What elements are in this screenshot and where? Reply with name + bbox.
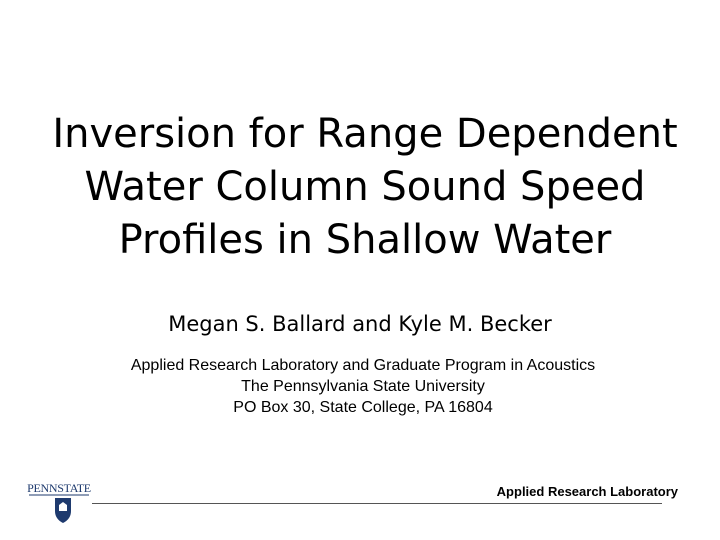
title-line: Water Column Sound Speed [84,164,646,210]
affiliation-line: PO Box 30, State College, PA 16804 [233,399,493,416]
footer-rule [92,503,662,504]
logo: PENNSTATE [25,481,93,525]
affiliation: Applied Research Laboratory and Graduate… [0,355,720,418]
logo-shield [29,494,89,523]
footer-text: Applied Research Laboratory [496,484,678,499]
authors: Megan S. Ballard and Kyle M. Becker [168,312,552,336]
slide-title: Inversion for Range Dependent Water Colu… [0,108,720,267]
affiliation-line: Applied Research Laboratory and Graduate… [130,357,596,374]
affiliation-line: The Pennsylvania State University [241,378,485,395]
logo-text: PENNSTATE [27,481,91,495]
title-line: Profiles in Shallow Water [118,217,612,263]
title-line: Inversion for Range Dependent [52,111,678,157]
